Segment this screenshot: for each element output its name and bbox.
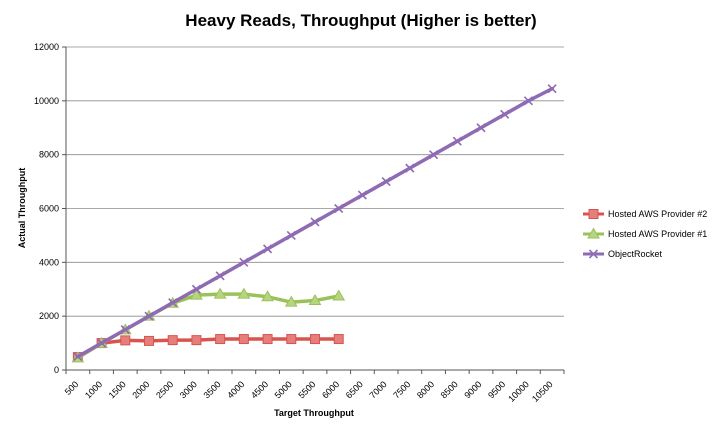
legend-label: ObjectRocket — [608, 249, 663, 259]
data-point — [262, 334, 273, 345]
x-tick-label: 2500 — [154, 379, 175, 400]
x-tick-label: 10500 — [530, 379, 555, 404]
x-tick-label: 8000 — [415, 379, 436, 400]
data-point — [333, 334, 344, 345]
data-point — [357, 190, 367, 200]
data-point — [120, 335, 131, 346]
data-point — [286, 334, 297, 345]
x-tick-label: 9000 — [462, 379, 483, 400]
data-point — [308, 294, 322, 306]
x-tick-label: 1000 — [83, 379, 104, 400]
x-tick-label: 500 — [63, 379, 81, 397]
chart-title: Heavy Reads, Throughput (Higher is bette… — [185, 11, 536, 30]
data-point — [120, 325, 130, 335]
data-point — [310, 334, 320, 345]
x-tick-label: 3500 — [201, 379, 222, 400]
series-line — [76, 337, 341, 359]
x-axis-title: Target Throughput — [274, 408, 354, 418]
data-point — [429, 150, 439, 160]
data-point — [168, 298, 178, 308]
data-point — [144, 335, 154, 346]
y-tick-label: 12000 — [34, 42, 59, 52]
y-tick-label: 6000 — [39, 204, 59, 214]
data-point — [547, 84, 557, 94]
data-point — [405, 163, 415, 173]
gridlines — [66, 46, 564, 317]
legend-item: ObjectRocket — [583, 249, 663, 259]
legend-item: Hosted AWS Provider #2 — [583, 209, 707, 219]
data-point — [237, 287, 251, 299]
legend-label: Hosted AWS Provider #1 — [608, 229, 707, 239]
data-point — [332, 289, 346, 301]
data-point — [263, 244, 273, 254]
y-tick-labels: 0 2000 4000 6000 8000 10000 12000 — [34, 42, 59, 375]
data-point — [588, 209, 599, 219]
data-point — [452, 136, 462, 146]
data-series — [71, 84, 557, 363]
data-point — [215, 334, 226, 345]
x-tick-label: 7500 — [391, 379, 412, 400]
y-tick-label: 10000 — [34, 96, 59, 106]
y-tick-label: 8000 — [39, 150, 59, 160]
data-point — [500, 109, 510, 119]
x-tick-label: 8500 — [439, 379, 460, 400]
data-point — [191, 335, 202, 346]
x-tick-label: 5500 — [296, 379, 317, 400]
data-point — [476, 123, 486, 133]
x-tick-label: 2000 — [130, 379, 151, 400]
x-tick-label: 6000 — [320, 379, 341, 400]
x-tick-label: 10000 — [506, 379, 531, 404]
y-tick-label: 0 — [54, 365, 59, 375]
data-point — [238, 334, 249, 345]
axes — [62, 46, 565, 374]
data-point — [310, 217, 320, 227]
data-point — [284, 295, 298, 307]
series-objectrocket — [73, 84, 557, 362]
data-point — [167, 335, 178, 346]
data-point — [97, 338, 107, 348]
y-axis-title: Actual Throughput — [17, 168, 27, 249]
series-hosted-aws-provider-2 — [72, 334, 344, 363]
x-tick-label: 7000 — [367, 379, 388, 400]
data-point — [213, 287, 227, 299]
data-point — [215, 271, 225, 281]
x-tick-label: 4000 — [225, 379, 246, 400]
data-point — [73, 351, 83, 362]
data-point — [381, 177, 391, 187]
data-point — [587, 227, 600, 239]
legend: Hosted AWS Provider #2 Hosted AWS Provide… — [583, 209, 707, 259]
data-point — [588, 249, 599, 259]
data-point — [190, 288, 203, 300]
series-hosted-aws-provider-1 — [71, 287, 346, 363]
x-tick-label: 3000 — [178, 379, 199, 400]
y-tick-label: 4000 — [39, 257, 59, 267]
series-line — [76, 292, 341, 360]
data-point — [261, 290, 274, 302]
x-tick-label: 6500 — [344, 379, 365, 400]
x-tick-label: 4500 — [249, 379, 270, 400]
data-point — [144, 311, 154, 321]
x-tick-label: 9500 — [486, 379, 507, 400]
data-point — [523, 96, 533, 106]
legend-item: Hosted AWS Provider #1 — [583, 227, 707, 239]
x-tick-labels: 500 1000 1500 2000 2500 3000 3500 4000 4500 5000 5… — [63, 379, 555, 404]
data-point — [334, 203, 344, 214]
y-tick-label: 2000 — [39, 311, 59, 321]
x-tick-label: 1500 — [107, 379, 128, 400]
data-point — [286, 230, 296, 240]
x-tick-label: 5000 — [273, 379, 294, 400]
data-point — [191, 284, 201, 294]
legend-label: Hosted AWS Provider #2 — [608, 209, 707, 219]
data-point — [239, 257, 249, 267]
